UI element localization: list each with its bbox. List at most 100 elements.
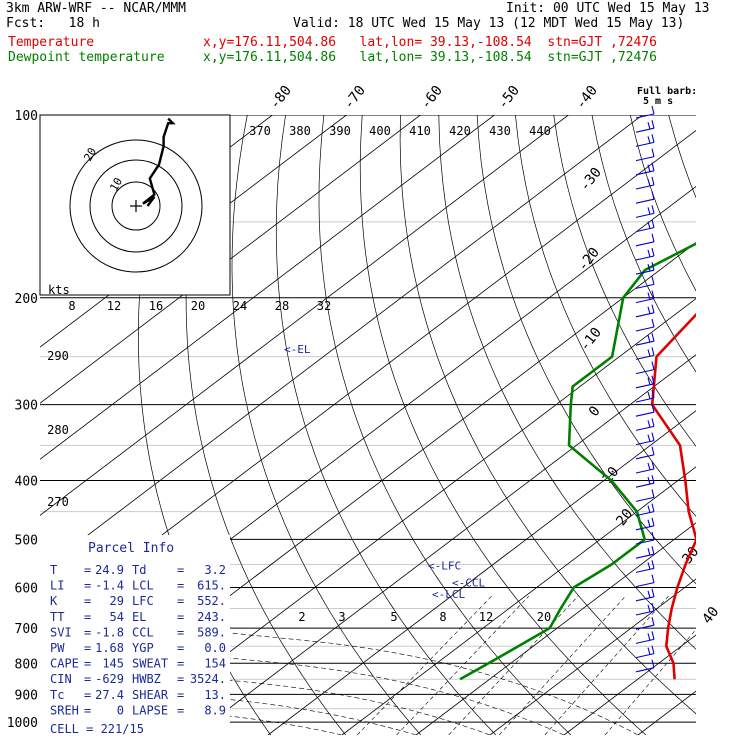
pressure-label: 300	[15, 399, 38, 414]
parcel-label: LFC	[132, 594, 154, 608]
wind-barb	[635, 631, 655, 644]
parcel-label: K	[50, 594, 58, 608]
temperature-profile	[650, 312, 696, 680]
wind-barb	[635, 404, 655, 417]
isotherm	[415, 522, 696, 735]
isotherm	[563, 634, 696, 735]
hodograph-box	[39, 114, 231, 296]
parcel-info-row: SREH = 0 LAPSE = 8.9	[50, 703, 226, 717]
parcel-info-title: Parcel Info	[88, 541, 174, 556]
isotherm-label: -70	[341, 83, 369, 113]
wind-barb	[635, 290, 655, 304]
parcel-info-row: T = 24.9 Td = 3.2	[50, 563, 226, 577]
mixing-ratio-line	[396, 595, 530, 735]
wind-barb	[635, 389, 655, 403]
parcel-label: HWBZ	[132, 672, 161, 686]
isotherm-label: -30	[577, 165, 605, 195]
wind-barb	[635, 432, 655, 446]
moist-adiabat	[40, 612, 639, 735]
wind-barb	[635, 134, 655, 147]
mixing-ratio-label: 20	[537, 610, 551, 624]
parcel-eq: =	[84, 657, 91, 671]
parcel-eq: =	[177, 610, 184, 624]
dry-adiabat	[438, 115, 696, 650]
theta-label: 290	[47, 349, 69, 363]
mixing-ratio-line	[604, 629, 696, 735]
dry-adiabat	[476, 115, 696, 585]
parcel-eq: =	[84, 625, 91, 639]
parcel-eq: =	[84, 579, 91, 593]
parcel-label: CIN	[50, 672, 72, 686]
mixing-ratio-label: 5	[390, 610, 397, 624]
pressure-label: 900	[15, 688, 38, 703]
parcel-value: 145	[102, 657, 124, 671]
parcel-label: Td	[132, 563, 146, 577]
dry-adiabat	[399, 115, 696, 715]
parcel-eq: =	[84, 610, 91, 624]
parcel-info-row: SVI = -1.8 CCL = 589.	[50, 625, 226, 639]
parcel-info-box: Parcel Info T = 24.9 Td = 3.2LI = -1.4 LCL = 615.K…	[40, 535, 230, 736]
pressure-label: 800	[15, 657, 38, 672]
parcel-info-row: CAPE = 145 SWEAT = 154	[50, 657, 226, 671]
dewpoint-legend-label: Dewpoint temperature	[8, 50, 165, 65]
temperature-legend-label: Temperature	[8, 35, 95, 50]
parcel-value: 1.68	[95, 641, 124, 655]
sounding-profiles	[459, 242, 696, 681]
wind-barb	[635, 262, 655, 275]
dewpoint-location-info: x,y=176.11,504.86 lat,lon= 39.13,-108.54…	[203, 50, 657, 65]
init-time: Init: 00 UTC Wed 15 May 13	[506, 1, 710, 16]
pressure-label: 200	[15, 292, 38, 307]
parcel-eq: =	[177, 657, 184, 671]
parcel-eq: =	[84, 688, 91, 702]
theta-label: 390	[329, 124, 351, 138]
pressure-label: 500	[15, 533, 38, 548]
wind-barb	[635, 176, 655, 190]
isotherm	[489, 578, 696, 735]
barb-legend-line1: Full barb:	[637, 86, 697, 97]
parcel-label: SWEAT	[132, 657, 168, 671]
parcel-label: EL	[132, 610, 146, 624]
parcel-eq: =	[84, 641, 91, 655]
dry-adiabat	[231, 115, 422, 735]
wind-barb	[635, 446, 655, 460]
theta-label: 430	[489, 124, 511, 138]
wind-barb	[635, 304, 655, 318]
parcel-value: 615.	[197, 579, 226, 593]
forecast-hour: Fcst: 18 h	[6, 16, 100, 31]
isotherm-label: -50	[495, 83, 523, 113]
parcel-eq: =	[177, 625, 184, 639]
barb-legend-line2: 5 m s	[643, 96, 673, 107]
wind-barb	[635, 503, 655, 517]
theta-label: 380	[289, 124, 311, 138]
dry-adiabat	[185, 115, 346, 735]
hodo-ring	[111, 181, 161, 231]
parcel-value: 54	[110, 610, 124, 624]
pressure-label: 400	[15, 475, 38, 490]
parcel-label: CAPE	[50, 657, 79, 671]
parcel-label: CCL	[132, 625, 154, 639]
parcel-eq: =	[177, 703, 184, 717]
isotherm-label: -60	[418, 83, 446, 113]
dry-adiabat	[668, 115, 696, 199]
wind-barb	[635, 489, 655, 502]
dry-adiabat	[515, 115, 696, 517]
parcel-value: 8.9	[204, 703, 226, 717]
pressure-label: 1000	[7, 716, 38, 731]
parcel-value: 13.	[204, 688, 226, 702]
level-marker-el: <-EL	[284, 343, 311, 356]
dry-adiabat	[591, 115, 696, 373]
isotherm	[119, 298, 696, 735]
dry-adiabat	[707, 115, 740, 735]
parcel-value: 29	[110, 594, 124, 608]
parcel-eq: =	[177, 672, 184, 686]
hodograph-trace	[142, 117, 176, 207]
dry-adiabat	[359, 115, 647, 735]
mixing-ratio-line	[356, 595, 492, 735]
isotherm-label: 20	[613, 506, 636, 529]
parcel-eq: =	[177, 579, 184, 593]
wind-barb	[635, 645, 655, 659]
parcel-info-row: LI = -1.4 LCL = 615.	[50, 579, 226, 593]
wind-barb	[635, 333, 655, 346]
wind-barb	[635, 205, 655, 218]
